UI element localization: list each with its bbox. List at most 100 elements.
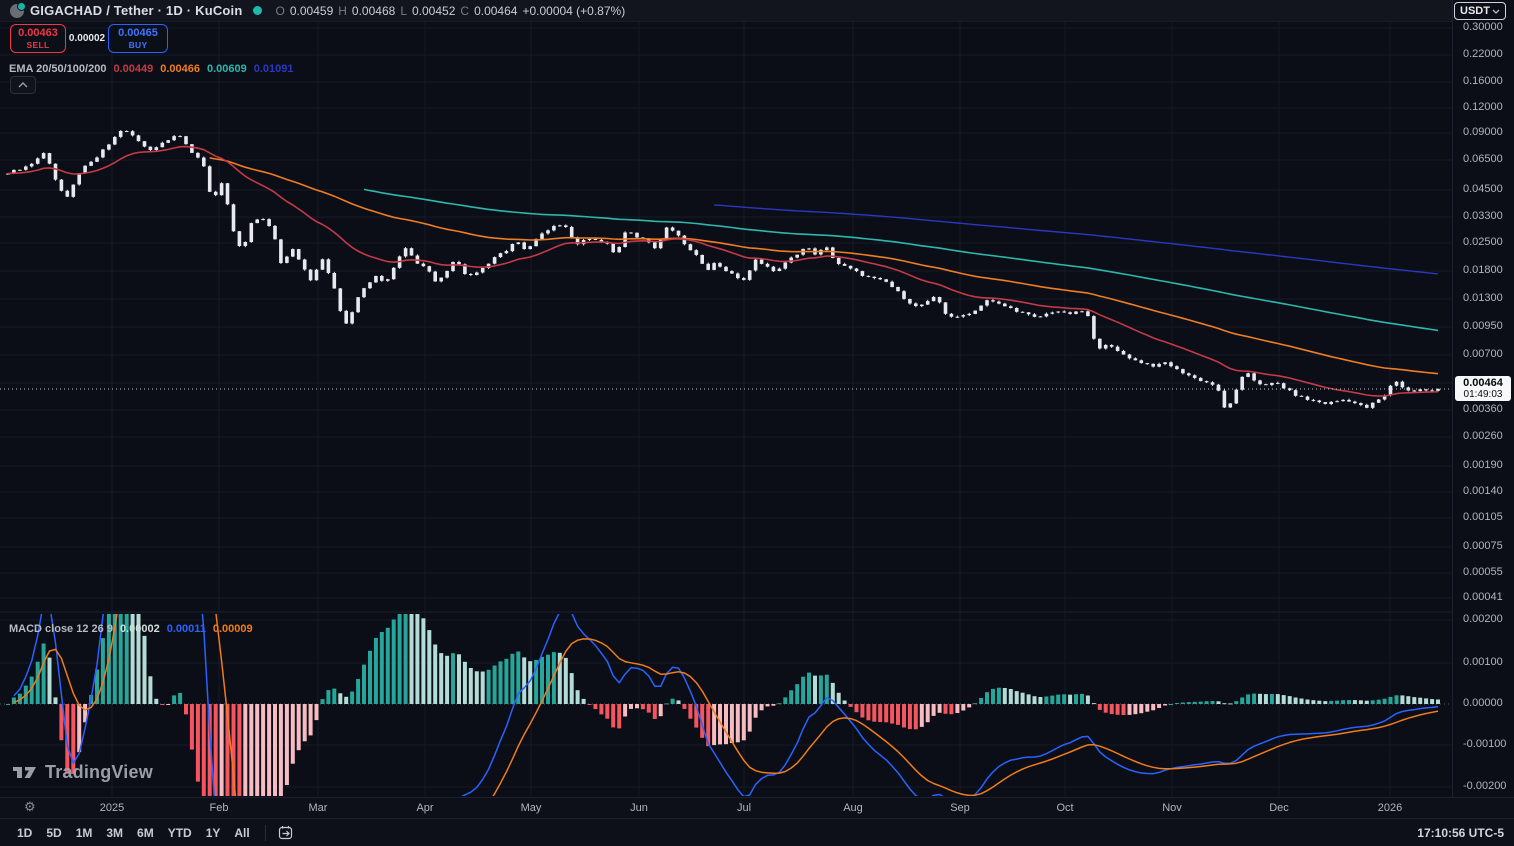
- sell-label: SELL: [26, 39, 50, 50]
- open-value: 0.00459: [289, 3, 334, 18]
- current-price-marker: 0.00464 01:49:03: [1455, 376, 1511, 401]
- range-all-button[interactable]: All: [227, 824, 256, 842]
- time-axis-label[interactable]: Nov: [1162, 802, 1182, 814]
- macd-hist-value: 0.00002: [119, 623, 160, 635]
- time-axis-label[interactable]: Jun: [630, 802, 648, 814]
- low-label: L: [400, 3, 407, 18]
- collapse-panel-button[interactable]: [10, 76, 36, 94]
- price-axis-label: 0.00100: [1463, 656, 1503, 668]
- buy-button[interactable]: 0.00465 BUY: [108, 24, 168, 53]
- currency-dropdown[interactable]: USDT: [1454, 2, 1506, 20]
- time-axis-label[interactable]: Apr: [416, 802, 434, 814]
- buy-label: BUY: [128, 39, 148, 50]
- ema100-value: 0.00609: [206, 63, 247, 75]
- price-axis-label: 0.00260: [1463, 430, 1503, 442]
- price-axis-label: 0.03300: [1463, 210, 1503, 222]
- buy-price: 0.00465: [118, 26, 158, 39]
- price-axis-label: 0.00700: [1463, 348, 1503, 360]
- close-value: 0.00464: [474, 3, 518, 18]
- price-axis[interactable]: -0.00200 -0.00100 0.00000 0.00100 0.00200 0.0…: [1452, 0, 1514, 797]
- range-3m-button[interactable]: 3M: [99, 824, 130, 842]
- price-axis-label: -0.00100: [1463, 738, 1507, 750]
- price-axis-label: 0.00105: [1463, 511, 1503, 523]
- price-axis-label: 0.09000: [1463, 126, 1503, 138]
- time-axis-label[interactable]: Aug: [843, 802, 863, 814]
- macd-legend-label: MACD close 12 26 9: [9, 623, 113, 635]
- price-axis-label: 0.01300: [1463, 292, 1503, 304]
- close-label: C: [460, 3, 470, 18]
- price-axis-label: 0.12000: [1463, 101, 1503, 113]
- price-axis-label: 0.00360: [1463, 403, 1503, 415]
- price-axis-label: 0.00075: [1463, 540, 1503, 552]
- calendar-icon: [278, 826, 292, 840]
- low-value: 0.00452: [412, 3, 456, 18]
- sell-button[interactable]: 0.00463 SELL: [10, 24, 66, 53]
- chevron-down-icon: [1492, 9, 1500, 14]
- symbol-title[interactable]: GIGACHAD / Tether · 1D · KuCoin: [30, 3, 243, 18]
- time-axis[interactable]: 2025 Feb Mar Apr May Jun Jul Aug Sep Oct Nov Dec 202…: [0, 797, 1514, 819]
- sell-price: 0.00463: [18, 26, 58, 39]
- symbol-logo-icon: [10, 1, 26, 18]
- price-axis-label: 0.00140: [1463, 485, 1503, 497]
- price-axis-label: 0.30000: [1463, 21, 1503, 33]
- current-price-value: 0.00464: [1463, 377, 1503, 389]
- time-axis-label[interactable]: Jul: [736, 802, 752, 814]
- time-axis-label[interactable]: Dec: [1269, 802, 1289, 814]
- ema-indicator-legend[interactable]: EMA 20/50/100/200 0.00449 0.00466 0.0060…: [9, 63, 294, 75]
- macd-signal-value: 0.00009: [212, 623, 253, 635]
- range-1m-button[interactable]: 1M: [69, 824, 100, 842]
- toolbar-divider: [264, 824, 266, 841]
- time-axis-label[interactable]: Mar: [308, 802, 328, 814]
- range-5d-button[interactable]: 5D: [39, 824, 68, 842]
- tradingview-mark-icon: [13, 767, 36, 778]
- time-axis-label[interactable]: May: [520, 802, 542, 814]
- price-axis-label: -0.00200: [1463, 780, 1507, 792]
- price-axis-label: 0.02500: [1463, 236, 1503, 248]
- go-to-date-button[interactable]: [274, 823, 298, 842]
- chevron-up-icon: [18, 82, 28, 88]
- ema200-value: 0.01091: [253, 63, 294, 75]
- tradingview-logo[interactable]: TradingView: [12, 762, 153, 783]
- range-6m-button[interactable]: 6M: [130, 824, 161, 842]
- order-panel: 0.00463 SELL 0.00002 0.00465 BUY: [10, 24, 168, 53]
- time-axis-label[interactable]: 2026: [1377, 802, 1403, 814]
- high-label: H: [338, 3, 347, 18]
- price-axis-label: 0.00190: [1463, 459, 1503, 471]
- price-axis-label: 0.22000: [1463, 48, 1503, 60]
- exchange-kucoin-icon: [252, 6, 262, 15]
- price-axis-label: 0.01800: [1463, 264, 1503, 276]
- currency-dropdown-label: USDT: [1460, 5, 1490, 17]
- price-axis-label: 0.00200: [1463, 613, 1503, 625]
- price-axis-settings-gear-icon[interactable]: ⚙: [24, 799, 36, 814]
- range-ytd-button[interactable]: YTD: [161, 824, 199, 842]
- range-button-group: 1D 5D 1M 3M 6M YTD 1Y All: [10, 824, 257, 842]
- ema-legend-label: EMA 20/50/100/200: [9, 63, 107, 75]
- time-axis-label[interactable]: Feb: [209, 802, 229, 814]
- ohlc-readout: O 0.00459 H 0.00468 L 0.00452 C 0.00464 +0.0…: [276, 4, 626, 18]
- open-label: O: [275, 3, 285, 18]
- high-value: 0.00468: [351, 3, 396, 18]
- price-axis-label: 0.06500: [1463, 153, 1503, 165]
- price-axis-label: 0.00950: [1463, 320, 1503, 332]
- time-axis-label[interactable]: Oct: [1056, 802, 1074, 814]
- change-value: +0.00004 (+0.87%): [522, 3, 626, 18]
- candle-countdown: 01:49:03: [1463, 389, 1503, 400]
- ema20-value: 0.00449: [113, 63, 154, 75]
- price-axis-label: 0.00055: [1463, 566, 1503, 578]
- range-1d-button[interactable]: 1D: [10, 824, 39, 842]
- macd-indicator-legend[interactable]: MACD close 12 26 9 0.00002 0.00011 0.000…: [9, 623, 253, 635]
- price-axis-label: 0.00041: [1463, 591, 1503, 603]
- range-1y-button[interactable]: 1Y: [199, 824, 228, 842]
- spread-value: 0.00002: [68, 33, 106, 44]
- bottom-toolbar: 1D 5D 1M 3M 6M YTD 1Y All 17:10:56 UTC-5: [0, 818, 1514, 846]
- price-axis-label: 0.04500: [1463, 183, 1503, 195]
- session-clock[interactable]: 17:10:56 UTC-5: [1417, 825, 1504, 840]
- price-chart[interactable]: [0, 0, 1452, 797]
- ema50-value: 0.00466: [160, 63, 200, 75]
- tradingview-logo-text: TradingView: [45, 762, 153, 782]
- time-axis-label[interactable]: Sep: [950, 802, 970, 814]
- price-axis-label: 0.00000: [1463, 697, 1503, 709]
- macd-line-value: 0.00011: [166, 623, 206, 635]
- time-axis-label[interactable]: 2025: [99, 802, 125, 814]
